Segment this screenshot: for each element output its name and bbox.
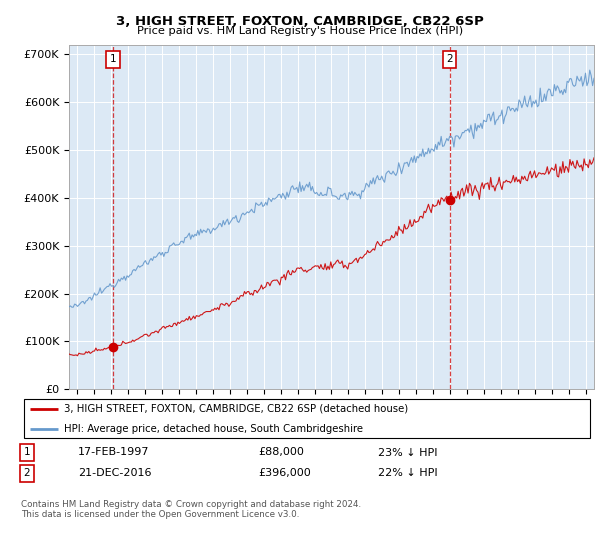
Text: 3, HIGH STREET, FOXTON, CAMBRIDGE, CB22 6SP: 3, HIGH STREET, FOXTON, CAMBRIDGE, CB22 … <box>116 15 484 27</box>
Text: 1: 1 <box>23 447 31 458</box>
Text: HPI: Average price, detached house, South Cambridgeshire: HPI: Average price, detached house, Sout… <box>64 424 363 433</box>
Text: £88,000: £88,000 <box>258 447 304 458</box>
Text: £396,000: £396,000 <box>258 468 311 478</box>
Text: 23% ↓ HPI: 23% ↓ HPI <box>378 447 437 458</box>
Text: 17-FEB-1997: 17-FEB-1997 <box>78 447 149 458</box>
Text: 22% ↓ HPI: 22% ↓ HPI <box>378 468 437 478</box>
Text: 21-DEC-2016: 21-DEC-2016 <box>78 468 151 478</box>
Text: 3, HIGH STREET, FOXTON, CAMBRIDGE, CB22 6SP (detached house): 3, HIGH STREET, FOXTON, CAMBRIDGE, CB22 … <box>64 404 408 413</box>
Text: 1: 1 <box>110 54 116 64</box>
Text: 2: 2 <box>23 468 31 478</box>
FancyBboxPatch shape <box>24 399 590 438</box>
Text: 2: 2 <box>446 54 453 64</box>
Text: Price paid vs. HM Land Registry's House Price Index (HPI): Price paid vs. HM Land Registry's House … <box>137 26 463 36</box>
Text: Contains HM Land Registry data © Crown copyright and database right 2024.
This d: Contains HM Land Registry data © Crown c… <box>21 500 361 519</box>
